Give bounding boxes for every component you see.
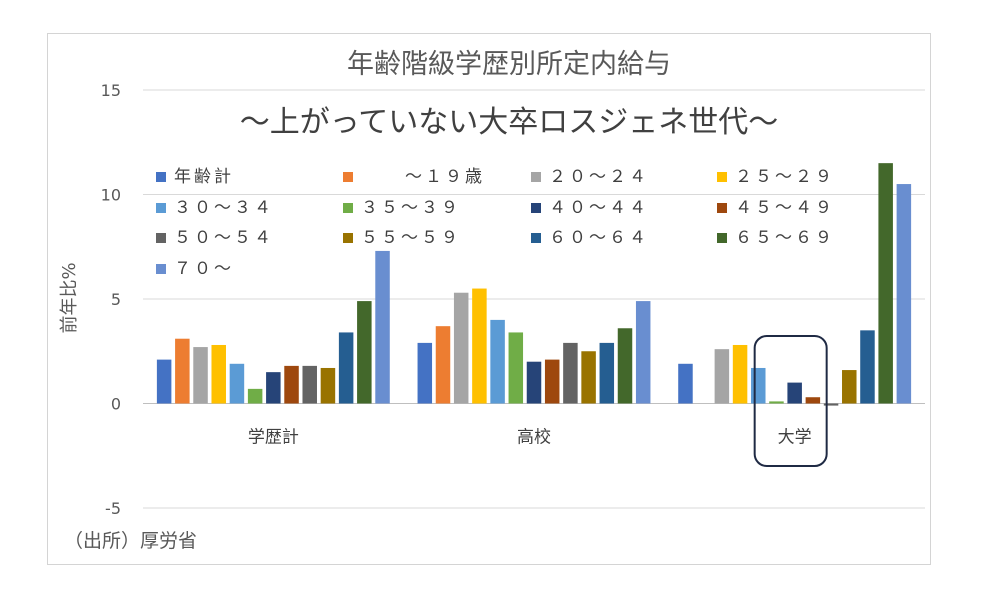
y-tick-label: 10 <box>101 186 121 205</box>
bars <box>156 163 912 406</box>
y-tick-label: 15 <box>101 81 121 100</box>
bar <box>526 361 542 404</box>
y-tick-label: 0 <box>111 395 121 414</box>
legend-swatch <box>343 233 353 243</box>
bar <box>156 359 172 404</box>
legend-label: ４５～４９ <box>735 198 835 218</box>
legend-label: ３０～３４ <box>174 198 274 218</box>
chart-title: 年齢階級学歴別所定内給与 <box>347 49 671 80</box>
legend-swatch <box>717 203 727 213</box>
bar <box>581 351 596 404</box>
bar <box>472 288 487 404</box>
bar <box>417 342 433 404</box>
bar <box>878 163 893 404</box>
legend-label: ３５～３９ <box>361 198 461 218</box>
category-label: 大学 <box>778 428 812 448</box>
highlight-box <box>753 335 828 467</box>
y-tick-label: 5 <box>111 290 121 309</box>
legend-swatch <box>156 233 166 243</box>
bar <box>769 401 784 404</box>
legend-swatch <box>156 203 166 213</box>
legend-swatch <box>156 264 166 274</box>
y-tick-labels: -5 0 5 10 15 <box>101 81 121 518</box>
legend-label: ～１９歳 <box>405 167 485 187</box>
legend-label: ６０～６４ <box>549 228 649 248</box>
legend-swatch <box>531 203 541 213</box>
legend-swatch <box>156 172 166 182</box>
bar <box>211 344 226 404</box>
category-label: 学歴計 <box>248 428 299 448</box>
bar <box>453 292 469 404</box>
legend-label: ７０～ <box>174 259 234 279</box>
legend-label: 年齢計 <box>174 167 234 187</box>
bar <box>193 347 208 404</box>
y-tick-label: -5 <box>105 499 121 518</box>
bar <box>805 397 821 404</box>
bar <box>635 301 651 404</box>
legend-label: ６５～６９ <box>735 228 835 248</box>
bar <box>357 301 372 404</box>
bar <box>678 363 693 404</box>
bar <box>375 250 390 404</box>
legend-swatch <box>717 233 727 243</box>
legend-swatch <box>531 172 541 182</box>
bar <box>338 332 354 404</box>
legend-label: ２５～２９ <box>735 167 835 187</box>
bar <box>732 344 748 404</box>
legend-swatch <box>343 203 353 213</box>
bar <box>714 349 730 404</box>
legend: 年齢計 ～１９歳 ２０～２４ ２５～２９ ３０～３４ ３５～３９ ４０～４４ ４５～４９ ５０～… <box>156 167 835 279</box>
bar <box>787 382 802 404</box>
bar <box>896 184 912 404</box>
legend-label: ４０～４４ <box>549 198 649 218</box>
chart-subtitle: ～上がっていない大卒ロスジェネ世代～ <box>240 105 779 140</box>
bar <box>563 342 578 404</box>
bar <box>320 367 336 404</box>
legend-label: ５０～５４ <box>174 228 274 248</box>
bar <box>751 367 766 404</box>
legend-swatch <box>531 233 541 243</box>
legend-label: ２０～２４ <box>549 167 649 187</box>
bar <box>229 363 245 404</box>
legend-swatch <box>343 172 353 182</box>
bar <box>284 365 299 404</box>
bar <box>247 388 263 404</box>
bar <box>508 332 524 404</box>
legend-label: ５５～５９ <box>361 228 461 248</box>
bar <box>175 338 190 404</box>
bar <box>544 359 560 404</box>
category-label: 高校 <box>517 428 551 448</box>
bar <box>823 403 839 406</box>
category-labels: 学歴計 高校 大学 <box>248 428 812 448</box>
legend-swatch <box>717 172 727 182</box>
source-note: （出所）厚労省 <box>64 530 197 552</box>
bar <box>302 365 317 404</box>
y-axis-label: 前年比% <box>59 262 80 333</box>
bar <box>842 370 857 404</box>
bar <box>266 372 281 404</box>
bar <box>617 328 633 404</box>
bar <box>490 319 505 404</box>
bar <box>435 326 451 404</box>
bar <box>860 330 875 404</box>
bar <box>599 342 615 404</box>
